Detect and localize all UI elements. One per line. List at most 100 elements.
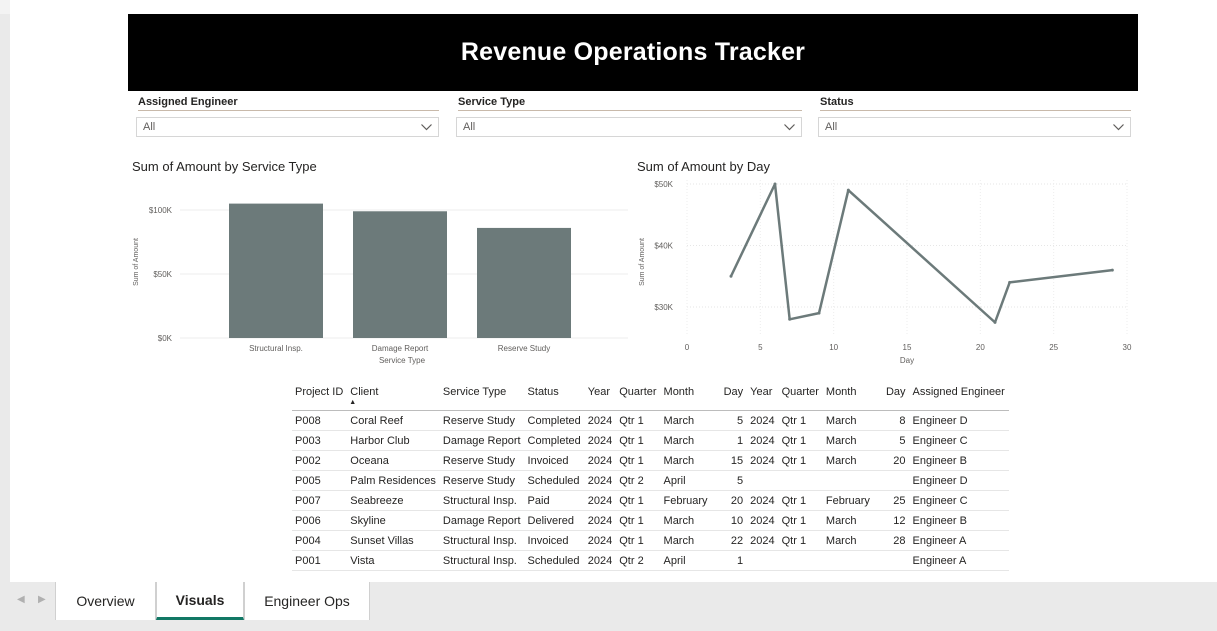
table-cell: Qtr 1 — [616, 510, 661, 531]
column-header[interactable]: Month — [660, 382, 712, 411]
column-header[interactable]: Year — [747, 382, 779, 411]
table-cell: Qtr 1 — [778, 430, 823, 451]
table-row[interactable]: P002 Oceana Reserve Study Invoiced 2024 Qtr 1… — [292, 450, 1009, 471]
column-header[interactable]: Year — [584, 382, 617, 411]
chevron-down-icon — [1113, 123, 1124, 130]
table-cell: 1 — [711, 430, 748, 451]
column-header[interactable]: Client ▲ — [347, 382, 440, 411]
table-cell: Engineer A — [909, 550, 1009, 571]
column-header[interactable]: Month — [822, 382, 874, 411]
data-point[interactable] — [729, 274, 733, 278]
tab-overview[interactable]: Overview — [55, 582, 156, 620]
table-row[interactable]: P006 Skyline Damage Report Delivered 2024 Qtr… — [292, 510, 1009, 531]
table-cell: March — [822, 450, 874, 471]
tab-visuals[interactable]: Visuals — [156, 582, 244, 620]
table-cell: P006 — [292, 510, 348, 531]
x-tick-label: 10 — [829, 343, 838, 352]
table-cell: Structural Insp. — [439, 490, 525, 511]
data-point[interactable] — [1110, 268, 1114, 272]
data-point[interactable] — [773, 182, 777, 186]
table-cell: 2024 — [584, 510, 617, 531]
tab-engineer-ops[interactable]: Engineer Ops — [244, 582, 370, 620]
table-cell: Structural Insp. — [439, 550, 525, 571]
table-header-row: Project ID Client ▲ Service Type Status Y… — [292, 382, 1009, 411]
table-cell: Engineer B — [909, 510, 1009, 531]
x-tick-label: Damage Report — [372, 344, 429, 353]
slicer-label: Status — [820, 96, 1131, 111]
table-cell: April — [660, 550, 712, 571]
table-cell: March — [822, 410, 874, 431]
table-cell: Reserve Study — [439, 450, 525, 471]
table-cell: 12 — [873, 510, 910, 531]
report-title: Revenue Operations Tracker — [460, 38, 806, 66]
bar[interactable] — [229, 203, 323, 338]
bar[interactable] — [353, 211, 447, 338]
chevron-right-icon[interactable]: ▶ — [38, 594, 46, 605]
chevron-left-icon[interactable]: ◀ — [17, 594, 25, 605]
table-cell: 1 — [711, 550, 748, 571]
table-cell: 2024 — [747, 430, 779, 451]
table-row[interactable]: P004 Sunset Villas Structural Insp. Invoice… — [292, 530, 1009, 551]
table-cell: April — [660, 470, 712, 491]
slicer-assigned-engineer: Assigned Engineer All — [136, 96, 439, 137]
data-point[interactable] — [993, 320, 997, 324]
chevron-down-icon — [421, 123, 432, 130]
table-cell — [747, 550, 779, 571]
x-tick-label: 25 — [1049, 343, 1058, 352]
chevron-down-icon — [784, 123, 795, 130]
report-banner: Revenue Operations Tracker — [128, 14, 1138, 91]
table-cell: 2024 — [747, 510, 779, 531]
table-cell: Qtr 1 — [616, 430, 661, 451]
projects-table: Project ID Client ▲ Service Type Status Y… — [292, 382, 1009, 571]
table-cell: 22 — [711, 530, 748, 551]
table-cell: Qtr 1 — [778, 410, 823, 431]
column-header[interactable]: Project ID — [292, 382, 348, 411]
table-cell: Qtr 1 — [778, 490, 823, 511]
y-tick-label: $50K — [654, 180, 673, 189]
table-cell: Engineer D — [909, 470, 1009, 491]
column-header[interactable]: Quarter — [778, 382, 823, 411]
slicer-dropdown[interactable]: All — [136, 117, 439, 137]
table-row[interactable]: P005 Palm Residences Reserve Study Schedule… — [292, 470, 1009, 491]
table-cell: Vista — [347, 550, 440, 571]
x-tick-label: 20 — [976, 343, 985, 352]
slicer-label: Assigned Engineer — [138, 96, 439, 111]
column-header[interactable]: Service Type — [439, 382, 525, 411]
column-header[interactable]: Day — [873, 382, 910, 411]
table-cell: 8 — [873, 410, 910, 431]
table-cell: P004 — [292, 530, 348, 551]
y-tick-label: $50K — [153, 270, 172, 279]
table-cell: Qtr 2 — [616, 550, 661, 571]
slicer-dropdown[interactable]: All — [456, 117, 802, 137]
table-row[interactable]: P007 Seabreeze Structural Insp. Paid 2024 Qtr… — [292, 490, 1009, 511]
series-line[interactable] — [729, 182, 1113, 324]
table-row[interactable]: P001 Vista Structural Insp. Scheduled 2024 Qt… — [292, 550, 1009, 571]
column-header[interactable]: Quarter — [616, 382, 661, 411]
column-header[interactable]: Status — [524, 382, 585, 411]
table-cell: Reserve Study — [439, 410, 525, 431]
table-cell: P008 — [292, 410, 348, 431]
table-cell: P005 — [292, 470, 348, 491]
data-point[interactable] — [846, 188, 850, 192]
data-point[interactable] — [817, 311, 821, 315]
column-header[interactable]: Day — [711, 382, 748, 411]
table-cell: February — [822, 490, 874, 511]
table-cell: Sunset Villas — [347, 530, 440, 551]
table-cell: P003 — [292, 430, 348, 451]
table-row[interactable]: P008 Coral Reef Reserve Study Completed 2024… — [292, 410, 1009, 431]
slicer-label: Service Type — [458, 96, 802, 111]
bar[interactable] — [477, 227, 571, 338]
slicer-dropdown[interactable]: All — [818, 117, 1131, 137]
data-point[interactable] — [1008, 280, 1012, 284]
table-cell: 2024 — [584, 430, 617, 451]
table-cell — [822, 550, 874, 571]
table-cell: Structural Insp. — [439, 530, 525, 551]
table-cell: 2024 — [747, 410, 779, 431]
table-cell: Coral Reef — [347, 410, 440, 431]
table-row[interactable]: P003 Harbor Club Damage Report Completed 202… — [292, 430, 1009, 451]
data-point[interactable] — [788, 317, 792, 321]
table-cell: Damage Report — [439, 430, 525, 451]
table-cell: Qtr 1 — [616, 530, 661, 551]
column-header[interactable]: Assigned Engineer — [909, 382, 1009, 411]
table-cell: Invoiced — [524, 530, 585, 551]
